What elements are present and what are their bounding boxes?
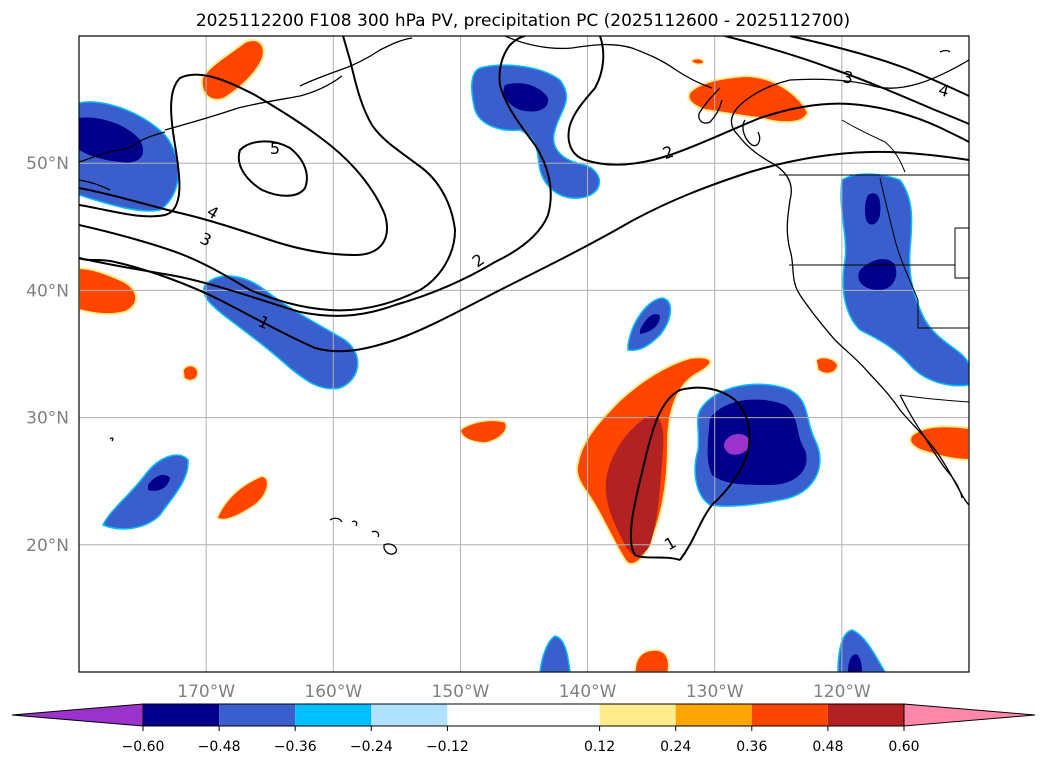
shade-pos-small	[182, 57, 839, 672]
gridlines	[79, 36, 969, 672]
contour-labels: 5 4 3 2 2 1 1 3 4	[197, 67, 951, 554]
shade-pos-coast	[909, 425, 969, 462]
y-tick-label: 30°N	[26, 409, 69, 429]
shade-neg-south	[539, 629, 886, 672]
x-tick-label: 130°W	[686, 682, 744, 702]
colorbar-swatch	[371, 704, 448, 726]
colorbar-swatch	[219, 704, 296, 726]
colorbar-tick-label: −0.60	[122, 739, 165, 755]
colorbar-swatch	[295, 704, 372, 726]
map-frame	[78, 35, 970, 673]
contour-2-east	[567, 36, 969, 166]
shade-neg-subtropical	[694, 383, 821, 507]
colorbar-swatch	[827, 704, 904, 726]
colorbar-tick-label: −0.36	[274, 739, 317, 755]
colorbar-tick-label: 0.12	[584, 739, 615, 755]
pv-contours	[79, 36, 969, 561]
y-tick-labels: 50°N 40°N 30°N 20°N	[26, 154, 69, 556]
x-tick-label: 120°W	[813, 682, 871, 702]
colorbar-swatch	[751, 704, 828, 726]
shade-pos-west	[79, 266, 138, 316]
political-borders	[779, 119, 969, 403]
colorbar-tick-label: 0.60	[888, 739, 919, 755]
colorbar-swatch	[143, 704, 220, 726]
colorbar-swatch	[447, 704, 600, 726]
chart-title: 2025112200 F108 300 hPa PV, precipitatio…	[196, 11, 850, 31]
colorbar-swatch	[675, 704, 752, 726]
x-tick-label: 140°W	[559, 682, 617, 702]
shade-neg-central	[627, 297, 672, 352]
contour-label: 3	[841, 67, 854, 87]
colorbar-tick-label: −0.48	[198, 739, 241, 755]
contour-label: 4	[936, 80, 951, 101]
y-tick-label: 40°N	[26, 281, 69, 301]
colorbar-extend-high	[903, 703, 1036, 727]
contour-label: 5	[270, 139, 280, 158]
contour-3-west	[79, 36, 457, 312]
colorbar-tick-label: 0.36	[736, 739, 767, 755]
x-tick-labels: 170°W 160°W 150°W 140°W 130°W 120°W	[177, 682, 871, 702]
contour-3-east	[724, 36, 969, 125]
colorbar-frame	[142, 703, 905, 727]
contour-1-west	[79, 150, 969, 353]
coastlines	[79, 36, 969, 555]
shade-neg-sw	[101, 454, 189, 530]
contour-5	[237, 140, 308, 197]
map-background	[79, 36, 969, 672]
contour-1-subtropical	[629, 386, 751, 561]
colorbar-tick-label: 0.24	[660, 739, 691, 755]
y-tick-label: 20°N	[26, 536, 69, 556]
colorbar-tick-label: −0.12	[426, 739, 469, 755]
contour-4-west	[79, 73, 388, 257]
x-tick-label: 170°W	[177, 682, 235, 702]
colorbar: −0.60 −0.48 −0.36 −0.24 −0.12 0.12 0.24 0.36 0.4…	[11, 703, 1036, 755]
colorbar-tick-label: 0.48	[812, 739, 843, 755]
contour-4-east	[789, 36, 969, 97]
x-tick-label: 150°W	[432, 682, 490, 702]
colorbar-swatch	[599, 704, 676, 726]
shade-pos-subtropical	[575, 356, 712, 566]
colorbar-tick-label: −0.24	[350, 739, 393, 755]
x-tick-label: 160°W	[304, 682, 362, 702]
shade-pos-nw	[200, 39, 265, 101]
map-area: 5 4 3 2 2 1 1 3 4	[79, 36, 969, 672]
colorbar-extend-low	[11, 703, 144, 727]
y-tick-label: 50°N	[26, 154, 69, 174]
shade-neg-coast	[840, 173, 969, 387]
contour-2	[79, 36, 552, 317]
precip-shading	[79, 39, 969, 672]
shade-neg-nw	[79, 101, 179, 212]
